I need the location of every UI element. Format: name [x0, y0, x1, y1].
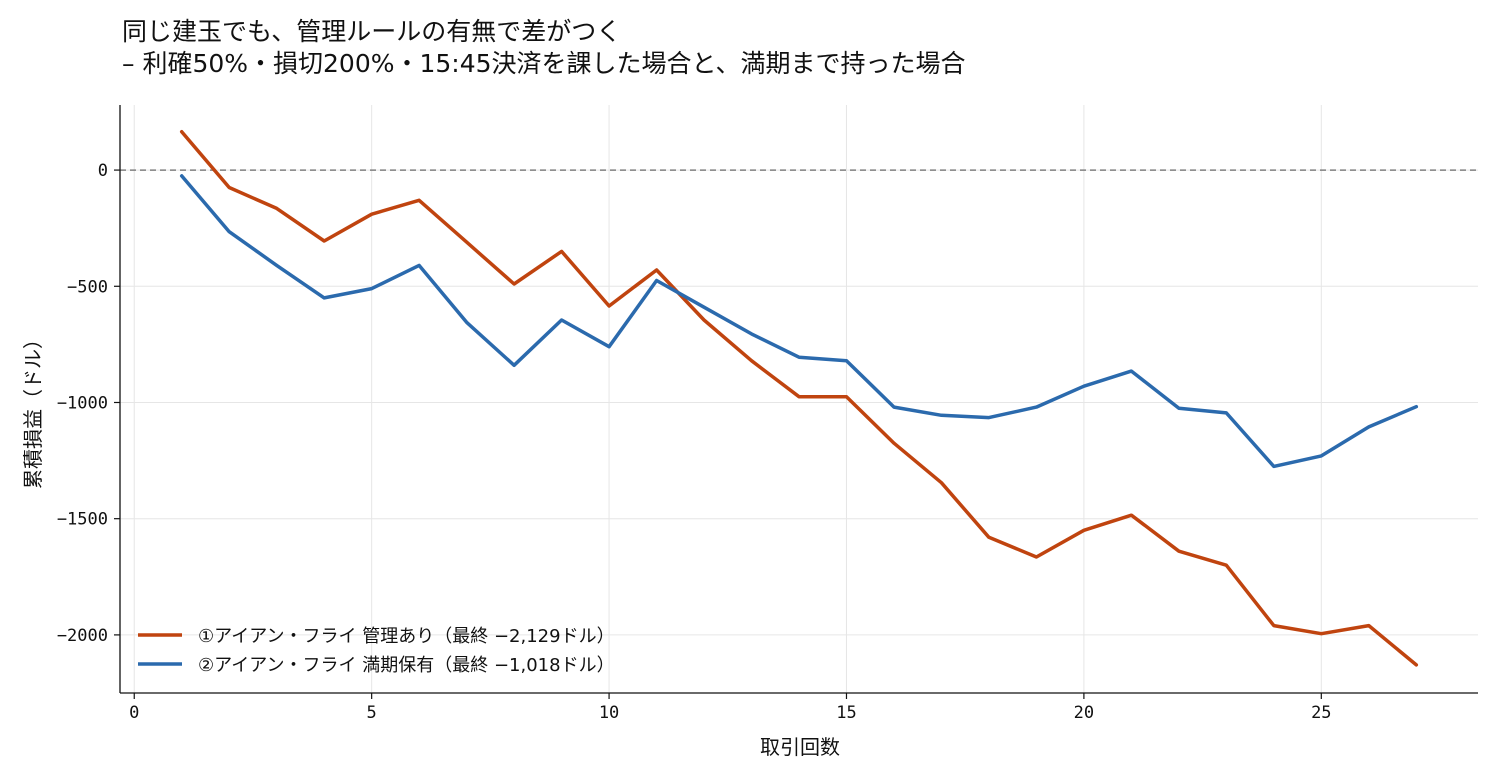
- x-tick-label: 25: [1311, 703, 1331, 723]
- x-tick-label: 5: [367, 703, 377, 723]
- y-tick-label: −2000: [57, 626, 108, 646]
- x-tick-label: 20: [1074, 703, 1094, 723]
- legend-label-1: ①アイアン・フライ 管理あり（最終 −2,129ドル）: [198, 626, 615, 647]
- series-line-2: [179, 174, 1419, 469]
- x-tick-label: 10: [599, 703, 619, 723]
- grid: [120, 105, 1478, 693]
- y-tick-label: −1000: [57, 393, 108, 413]
- y-tick-label: 0: [98, 161, 108, 181]
- legend-label-2: ②アイアン・フライ 満期保有（最終 −1,018ドル）: [198, 655, 615, 676]
- series-lines: [179, 129, 1419, 667]
- y-tick-label: −1500: [57, 510, 108, 530]
- legend: ①アイアン・フライ 管理あり（最終 −2,129ドル） ②アイアン・フライ 満期保…: [138, 626, 615, 676]
- y-tick-label: −500: [67, 277, 108, 297]
- chart-title: 同じ建玉でも、管理ルールの有無で差がつく: [122, 17, 622, 46]
- series-line-1: [179, 129, 1419, 667]
- x-axis-ticks: 0 5 10 15 20 25: [129, 693, 1332, 723]
- x-tick-label: 0: [129, 703, 139, 723]
- x-tick-label: 15: [836, 703, 856, 723]
- y-axis-label: 累積損益（ドル）: [21, 329, 45, 489]
- x-axis-label: 取引回数: [760, 735, 840, 759]
- axes: [119, 105, 1478, 694]
- chart-title-block: 同じ建玉でも、管理ルールの有無で差がつく – 利確50%・損切200%・15:4…: [122, 16, 966, 80]
- y-axis-ticks: 0 −500 −1000 −1500 −2000: [57, 161, 120, 646]
- chart-subtitle: – 利確50%・損切200%・15:45決済を課した場合と、満期まで持った場合: [122, 49, 966, 78]
